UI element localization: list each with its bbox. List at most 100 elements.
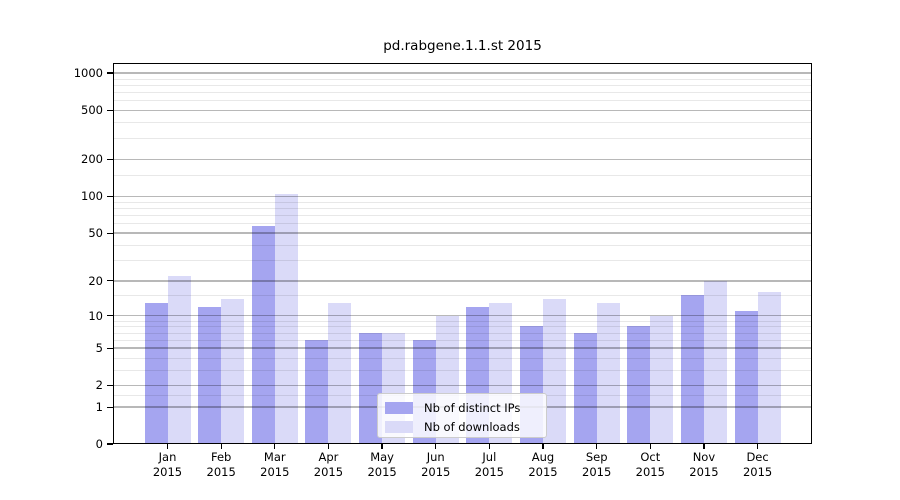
x-tick-mark-jul	[488, 444, 490, 449]
gridline-major-20	[113, 280, 812, 282]
x-tick-mark-may	[381, 444, 383, 449]
gridline-minor-40	[113, 244, 812, 246]
x-tick-label-dec: Dec 2015	[728, 450, 788, 479]
bar-downloads-aug	[543, 298, 566, 444]
x-tick-mark-sep	[596, 444, 598, 449]
gridline-minor-70	[113, 215, 812, 217]
gridline-major-50	[113, 232, 812, 234]
legend-label-downloads: Nb of downloads	[424, 419, 520, 434]
gridline-minor-4	[113, 357, 812, 359]
gridline-minor-300	[113, 137, 812, 139]
legend-swatch-distinct-ips	[385, 402, 413, 414]
legend-item-distinct-ips: Nb of distinct IPs	[385, 400, 546, 416]
x-tick-label-sep: Sep 2015	[567, 450, 627, 479]
bar-downloads-feb	[221, 298, 245, 444]
x-tick-month: Jan	[158, 450, 177, 464]
bar-downloads-mar	[274, 194, 298, 444]
x-tick-year: 2015	[742, 464, 773, 479]
y-tick-mark-20	[107, 280, 113, 282]
x-tick-year: 2015	[689, 464, 719, 479]
x-tick-mark-dec	[756, 444, 759, 449]
x-tick-year: 2015	[152, 464, 183, 479]
x-tick-year: 2015	[206, 464, 236, 479]
x-tick-mark-feb	[220, 444, 222, 449]
bar-ips-may	[359, 332, 383, 444]
x-tick-label-apr: Apr 2015	[298, 450, 358, 479]
x-tick-label-jul: Jul 2015	[459, 450, 519, 479]
x-tick-month: Dec	[746, 450, 769, 464]
x-tick-label-aug: Aug 2015	[513, 450, 573, 479]
x-tick-label-nov: Nov 2015	[674, 450, 734, 479]
y-tick-label-100: 100	[81, 189, 103, 204]
bar-ips-dec	[734, 310, 758, 444]
y-tick-label-50: 50	[88, 226, 103, 241]
bar-ips-feb	[198, 306, 222, 444]
bar-ips-nov	[680, 295, 704, 444]
x-tick-month: Jun	[426, 450, 445, 464]
gridline-minor-8	[113, 326, 812, 328]
x-tick-label-oct: Oct 2015	[620, 450, 680, 479]
bar-ips-oct	[627, 326, 651, 444]
x-tick-label-jun: Jun 2015	[406, 450, 466, 479]
y-tick-mark-10	[107, 314, 113, 317]
x-tick-month: Aug	[531, 450, 555, 464]
gridline-minor-9	[113, 320, 812, 322]
x-tick-year: 2015	[582, 464, 612, 479]
x-tick-year: 2015	[313, 464, 344, 479]
y-tick-mark-500	[107, 109, 113, 111]
legend-item-downloads: Nb of downloads	[385, 419, 546, 435]
bar-ips-apr	[305, 339, 329, 444]
x-tick-mark-nov	[703, 444, 705, 449]
legend: Nb of distinct IPs Nb of downloads	[377, 393, 547, 438]
gridline-minor-800	[113, 85, 812, 87]
gridline-minor-900	[113, 78, 812, 80]
x-tick-month: Jul	[482, 450, 497, 464]
x-tick-month: May	[370, 450, 394, 464]
x-tick-mark-oct	[649, 444, 651, 449]
chart-title: pd.rabgene.1.1.st 2015	[383, 38, 542, 54]
gridline-major-2	[113, 384, 812, 387]
x-tick-mark-apr	[327, 444, 330, 449]
gridline-minor-7	[113, 332, 812, 334]
y-tick-mark-100	[107, 195, 113, 197]
bar-ips-sep	[573, 332, 597, 444]
bar-downloads-apr	[328, 302, 352, 444]
gridline-minor-150	[113, 174, 812, 176]
gridline-minor-600	[113, 100, 812, 102]
bar-ips-jan	[144, 302, 168, 444]
y-tick-mark-1	[107, 406, 113, 408]
gridline-minor-90	[113, 201, 812, 203]
y-tick-label-5: 5	[95, 341, 103, 356]
x-tick-label-feb: Feb 2015	[191, 450, 251, 479]
x-tick-year: 2015	[367, 464, 397, 479]
y-tick-mark-200	[107, 158, 113, 160]
gridline-major-1000	[113, 72, 812, 74]
gridline-major-500	[113, 109, 812, 111]
gridline-minor-6	[113, 339, 812, 341]
x-tick-month: Apr	[318, 450, 339, 464]
y-tick-label-2: 2	[95, 378, 103, 393]
y-tick-mark-1000	[107, 72, 113, 74]
gridline-minor-3	[113, 369, 812, 371]
x-tick-month: Oct	[640, 450, 661, 464]
y-tick-label-1: 1	[95, 400, 103, 415]
x-tick-label-jan: Jan 2015	[138, 450, 198, 479]
gridline-minor-15	[113, 295, 812, 297]
gridline-major-5	[113, 347, 812, 349]
y-tick-mark-5	[107, 347, 113, 349]
legend-label-distinct-ips: Nb of distinct IPs	[424, 400, 521, 415]
gridline-major-100	[113, 195, 812, 198]
x-tick-year: 2015	[421, 464, 451, 479]
x-tick-mark-mar	[274, 444, 276, 449]
legend-swatch-downloads	[385, 421, 413, 433]
bar-downloads-dec	[757, 292, 781, 444]
x-tick-month: Feb	[210, 450, 232, 464]
gridline-major-10	[113, 314, 812, 317]
x-tick-month: Nov	[692, 450, 716, 464]
plot-area: Nb of distinct IPs Nb of downloads	[113, 63, 812, 444]
y-tick-label-1000: 1000	[73, 66, 103, 81]
x-tick-label-mar: Mar 2015	[245, 450, 305, 479]
x-tick-mark-jan	[166, 444, 169, 449]
x-tick-mark-aug	[542, 444, 544, 449]
